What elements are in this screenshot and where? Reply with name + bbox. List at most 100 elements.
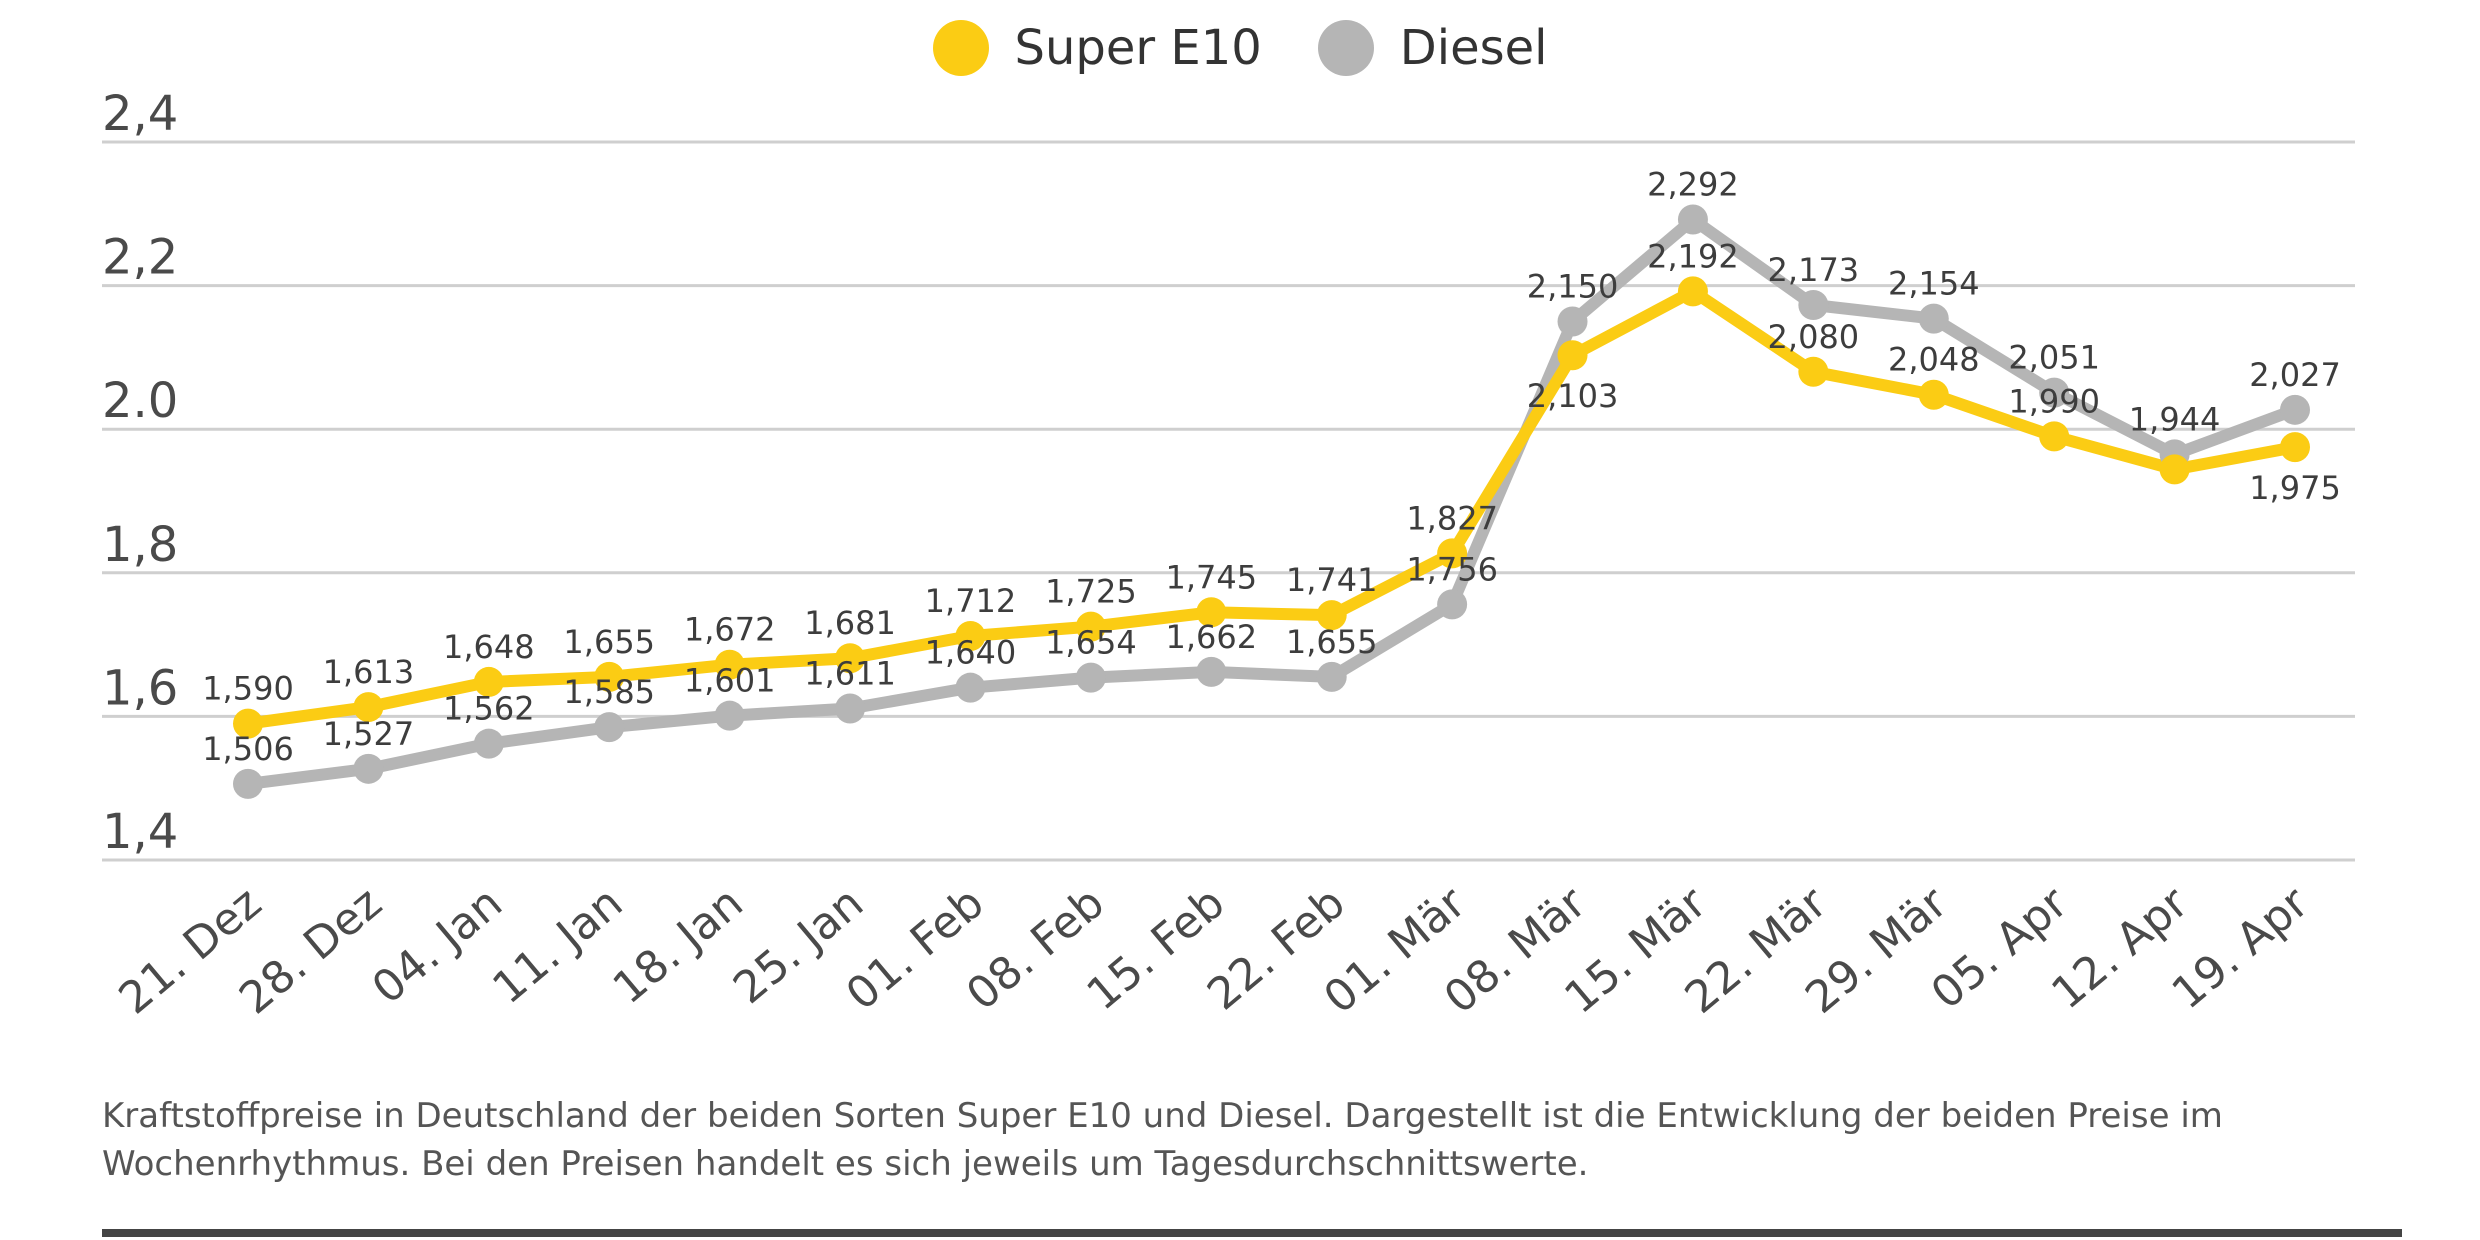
data-point-s1-13 — [1798, 289, 1829, 320]
data-point-s0-8 — [1196, 597, 1227, 628]
data-point-s1-3 — [594, 712, 625, 743]
data-label-s1-13: 2,173 — [1768, 251, 1860, 289]
data-label-s0-15: 1,990 — [2008, 382, 2100, 420]
x-tick-label-16: 12. Apr — [2042, 877, 2198, 1020]
data-label-s1-8: 1,662 — [1165, 618, 1257, 656]
data-label-s1-12: 2,292 — [1647, 166, 1739, 204]
x-tick-label-6: 01. Feb — [837, 877, 994, 1020]
data-label-s1-2: 1,562 — [443, 690, 535, 728]
data-label-s1-3: 1,585 — [563, 673, 655, 711]
data-point-s1-4 — [714, 700, 745, 731]
data-label-s0-6: 1,712 — [925, 582, 1017, 620]
data-point-s0-0 — [233, 708, 263, 739]
data-point-s0-16 — [2159, 454, 2190, 485]
data-point-s1-6 — [955, 672, 986, 703]
y-tick-label-1: 1,6 — [102, 660, 178, 716]
series-lines — [242, 213, 2301, 790]
x-tick-label-15: 05. Apr — [1922, 877, 2078, 1020]
data-label-s1-9: 1,655 — [1286, 623, 1378, 661]
data-point-s1-1 — [353, 753, 384, 784]
data-point-s0-13 — [1798, 356, 1829, 387]
data-label-s0-2: 1,648 — [443, 628, 535, 666]
legend-label-super-e10: Super E10 — [1014, 20, 1262, 76]
data-point-s0-6 — [955, 620, 986, 651]
data-point-s1-15 — [2039, 377, 2070, 408]
data-label-s0-8: 1,745 — [1165, 558, 1257, 596]
series-line-1 — [242, 213, 2301, 790]
y-tick-label-0: 1,4 — [102, 804, 178, 860]
x-tick-label-4: 18. Jan — [604, 877, 753, 1014]
data-label-s0-3: 1,655 — [563, 623, 655, 661]
legend-item-super-e10[interactable]: Super E10 — [932, 20, 1262, 76]
data-label-s1-11: 2,150 — [1527, 268, 1619, 306]
data-point-s0-9 — [1316, 600, 1347, 631]
legend-label-diesel: Diesel — [1399, 20, 1548, 76]
y-tick-label-4: 2,2 — [102, 230, 178, 286]
chart-caption: Kraftstoffpreise in Deutschland der beid… — [102, 1096, 2223, 1184]
bottom-divider — [102, 1229, 2402, 1237]
data-point-s0-11 — [1557, 340, 1588, 371]
data-label-s1-15: 2,051 — [2008, 339, 2100, 377]
data-label-s0-17: 1,975 — [2249, 469, 2341, 507]
data-point-s0-17 — [2280, 432, 2310, 463]
data-point-s0-14 — [1918, 379, 1949, 410]
data-label-s1-7: 1,654 — [1045, 624, 1137, 662]
y-tick-label-3: 2.0 — [102, 373, 178, 429]
data-point-s0-12 — [1677, 276, 1708, 307]
data-point-s0-1 — [353, 692, 384, 723]
data-point-s1-10 — [1437, 589, 1468, 620]
data-label-s0-4: 1,672 — [684, 611, 776, 649]
data-labels: 1,590 1,613 1,648 1,655 1,672 1,681 1,712 1,725… — [202, 166, 2341, 768]
data-point-s0-5 — [835, 643, 866, 674]
data-label-s1-5: 1,611 — [804, 655, 896, 693]
data-label-s1-1: 1,527 — [323, 715, 415, 753]
data-point-s0-4 — [714, 649, 745, 680]
y-axis: 1,4 1,6 1,8 2.0 2,2 2,4 — [102, 86, 178, 860]
data-point-s0-7 — [1075, 611, 1106, 642]
data-label-s1-14: 2,154 — [1888, 265, 1980, 303]
data-label-s0-9: 1,741 — [1286, 561, 1378, 599]
data-label-s1-17: 2,027 — [2249, 356, 2341, 394]
x-tick-label-7: 08. Feb — [957, 877, 1114, 1020]
data-label-s0-1: 1,613 — [323, 653, 415, 691]
data-point-s1-11 — [1557, 306, 1588, 337]
data-point-s1-9 — [1316, 661, 1347, 692]
data-point-s0-10 — [1437, 538, 1468, 569]
data-point-s1-8 — [1196, 656, 1227, 687]
data-point-s0-15 — [2039, 421, 2070, 452]
data-point-s1-0 — [233, 768, 263, 799]
data-point-s1-17 — [2280, 394, 2310, 425]
legend: Super E10 Diesel — [0, 8, 2480, 88]
x-tick-label-3: 11. Jan — [483, 877, 632, 1014]
legend-swatch-super-e10 — [932, 20, 989, 76]
x-tick-label-8: 15. Feb — [1078, 877, 1235, 1020]
data-point-s1-12 — [1677, 204, 1708, 235]
data-point-s0-2 — [473, 666, 504, 697]
y-tick-label-5: 2,4 — [102, 86, 178, 142]
data-label-s0-14: 2,048 — [1888, 341, 1980, 379]
series-points — [233, 204, 2310, 799]
x-tick-label-2: 04. Jan — [363, 877, 512, 1014]
data-label-s0-5: 1,681 — [804, 604, 896, 642]
legend-swatch-diesel — [1317, 20, 1374, 76]
series-line-0 — [242, 285, 2301, 730]
x-tick-label-17: 19. Apr — [2163, 877, 2319, 1020]
data-label-s0-13: 2,080 — [1768, 318, 1860, 356]
y-tick-label-2: 1,8 — [102, 517, 178, 573]
data-point-s1-14 — [1918, 303, 1949, 334]
data-label-s0-10: 1,827 — [1406, 499, 1498, 537]
data-label-s0-0: 1,590 — [202, 670, 294, 708]
data-label-s1-4: 1,601 — [684, 662, 776, 700]
grid-lines — [102, 140, 2355, 862]
data-point-s0-3 — [594, 661, 625, 692]
data-label-s0-11: 2,103 — [1527, 377, 1619, 415]
data-label-s1-0: 1,506 — [202, 730, 294, 768]
data-label-s1-16: 1,944 — [2129, 400, 2221, 438]
data-label-s0-12: 2,192 — [1647, 237, 1739, 275]
data-label-s0-7: 1,725 — [1045, 573, 1137, 611]
data-label-s1-10: 1,756 — [1406, 550, 1498, 588]
data-point-s1-5 — [835, 693, 866, 724]
legend-item-diesel[interactable]: Diesel — [1317, 20, 1548, 76]
data-point-s1-2 — [473, 728, 504, 759]
